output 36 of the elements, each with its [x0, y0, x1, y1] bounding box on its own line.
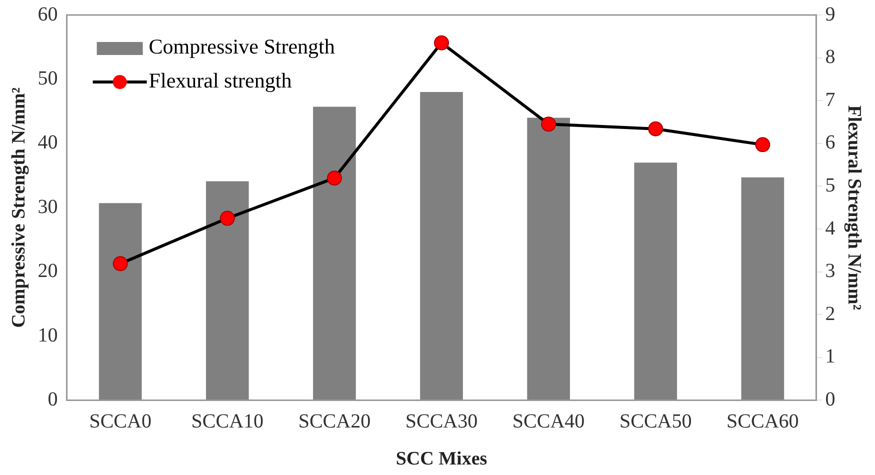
x-tick-label: SCCA30: [405, 410, 478, 432]
legend-label: Compressive Strength: [148, 34, 336, 59]
y2-tick-label: 6: [825, 132, 836, 154]
x-tick-label: SCCA20: [298, 410, 371, 432]
bar: [741, 177, 784, 400]
y-axis-title: Compressive Strength N/mm²: [8, 87, 30, 328]
y2-tick-label: 7: [825, 88, 836, 111]
x-tick-label: SCCA0: [89, 410, 152, 432]
bar: [206, 181, 249, 400]
x-axis-title: SCC Mixes: [396, 448, 488, 470]
y-tick-label: 30: [38, 196, 58, 218]
y-tick-label: 40: [38, 132, 58, 154]
y2-tick-label: 8: [825, 46, 836, 68]
y-tick-label: 60: [38, 3, 58, 26]
y2-tick-label: 3: [825, 260, 836, 282]
x-tick-label: SCCA40: [512, 410, 585, 432]
y-tick-label: 0: [48, 388, 58, 410]
y2-tick-label: 4: [825, 217, 836, 240]
legend-label: Flexural strength: [148, 68, 292, 93]
x-tick-label: SCCA10: [191, 410, 264, 432]
bar: [527, 118, 570, 400]
y2-tick-label: 9: [825, 3, 836, 26]
bar: [420, 92, 463, 400]
x-tick-label: SCCA50: [619, 410, 692, 432]
y2-tick-label: 5: [825, 174, 836, 196]
x-tick-label: SCCA60: [726, 410, 799, 432]
bar: [634, 162, 678, 400]
y2-tick-label: 1: [825, 346, 836, 368]
y-tick-label: 20: [38, 260, 58, 282]
y2-tick-label: 2: [825, 302, 836, 325]
y2-axis-title: Flexural Strength N/mm²: [844, 105, 865, 310]
y2-tick-label: 0: [825, 388, 836, 410]
bar: [313, 106, 356, 400]
bar: [98, 203, 142, 400]
y-tick-label: 10: [38, 324, 58, 346]
y-tick-label: 50: [38, 67, 58, 90]
